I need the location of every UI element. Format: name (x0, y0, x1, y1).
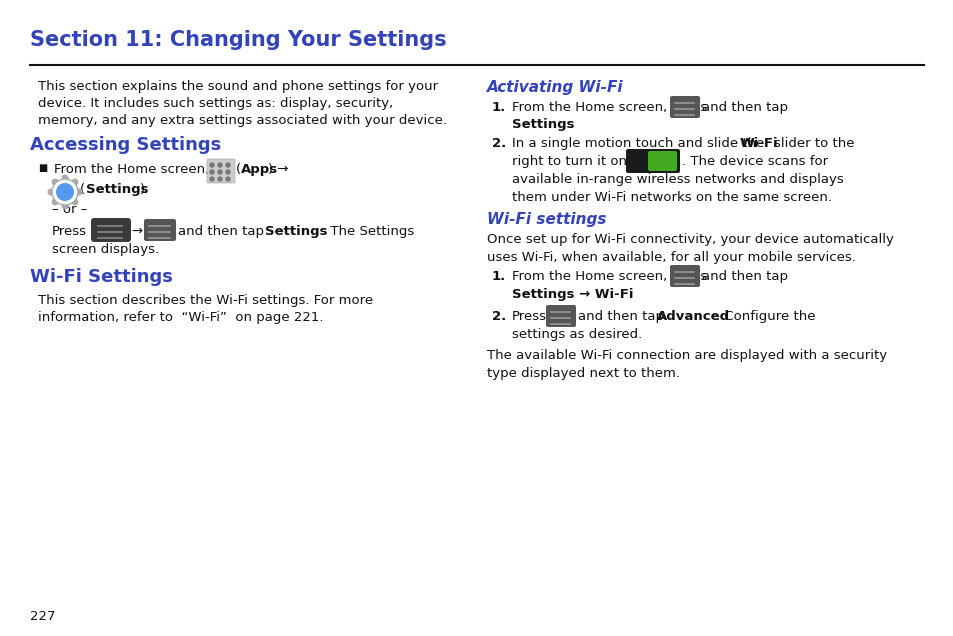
Text: device. It includes such settings as: display, security,: device. It includes such settings as: di… (38, 97, 393, 110)
Text: Settings: Settings (512, 118, 574, 131)
Text: 227: 227 (30, 610, 55, 623)
Text: settings as desired.: settings as desired. (512, 328, 641, 341)
Text: and then tap: and then tap (578, 310, 663, 323)
Text: 2.: 2. (492, 310, 506, 323)
Text: The available Wi-Fi connection are displayed with a security: The available Wi-Fi connection are displ… (486, 349, 886, 362)
Text: Press: Press (512, 310, 546, 323)
Text: From the Home screen, press: From the Home screen, press (512, 101, 706, 114)
Text: – or –: – or – (52, 203, 88, 216)
Text: Accessing Settings: Accessing Settings (30, 136, 221, 154)
Text: .: . (569, 118, 574, 131)
Text: .: . (609, 288, 614, 301)
Text: type displayed next to them.: type displayed next to them. (486, 367, 679, 380)
Text: This section explains the sound and phone settings for your: This section explains the sound and phon… (38, 80, 437, 93)
Circle shape (52, 179, 78, 205)
Text: Wi-Fi Settings: Wi-Fi Settings (30, 268, 172, 286)
Text: Section 11: Changing Your Settings: Section 11: Changing Your Settings (30, 30, 446, 50)
Text: and then tap: and then tap (701, 270, 787, 283)
Text: . The device scans for: . The device scans for (681, 155, 827, 168)
Text: slider to the: slider to the (773, 137, 854, 150)
Text: →: → (131, 225, 142, 238)
Circle shape (226, 177, 230, 181)
Circle shape (218, 170, 222, 174)
Text: (: ( (80, 183, 85, 196)
Text: ■: ■ (38, 163, 48, 173)
Text: ON: ON (651, 155, 667, 165)
FancyBboxPatch shape (625, 149, 679, 173)
FancyBboxPatch shape (144, 219, 175, 241)
Circle shape (56, 183, 74, 201)
Circle shape (61, 174, 69, 181)
Circle shape (210, 177, 213, 181)
Text: Settings: Settings (86, 183, 149, 196)
Circle shape (210, 163, 213, 167)
Circle shape (218, 163, 222, 167)
Text: . The Settings: . The Settings (322, 225, 414, 238)
Text: Settings: Settings (265, 225, 327, 238)
Text: memory, and any extra settings associated with your device.: memory, and any extra settings associate… (38, 114, 447, 127)
Text: uses Wi-Fi, when available, for all your mobile services.: uses Wi-Fi, when available, for all your… (486, 251, 855, 264)
Circle shape (226, 163, 230, 167)
Circle shape (226, 170, 230, 174)
Text: In a single motion touch and slide the: In a single motion touch and slide the (512, 137, 763, 150)
FancyBboxPatch shape (669, 265, 700, 287)
Text: Activating Wi-Fi: Activating Wi-Fi (486, 80, 623, 95)
Circle shape (75, 188, 82, 195)
Text: available in-range wireless networks and displays: available in-range wireless networks and… (512, 173, 842, 186)
Text: screen displays.: screen displays. (52, 243, 159, 256)
Text: them under Wi-Fi networks on the same screen.: them under Wi-Fi networks on the same sc… (512, 191, 831, 204)
Text: Settings → Wi-Fi: Settings → Wi-Fi (512, 288, 633, 301)
Text: Press: Press (52, 225, 87, 238)
Text: Wi-Fi settings: Wi-Fi settings (486, 212, 606, 227)
Circle shape (210, 170, 213, 174)
Circle shape (71, 179, 78, 186)
Text: Once set up for Wi-Fi connectivity, your device automatically: Once set up for Wi-Fi connectivity, your… (486, 233, 893, 246)
FancyBboxPatch shape (669, 96, 700, 118)
Text: and then tap: and then tap (178, 225, 264, 238)
Text: Advanced: Advanced (657, 310, 729, 323)
Text: From the Home screen, tap: From the Home screen, tap (54, 163, 235, 176)
FancyBboxPatch shape (647, 151, 677, 171)
Circle shape (218, 177, 222, 181)
Text: right to turn it on: right to turn it on (512, 155, 626, 168)
Circle shape (51, 179, 58, 186)
Text: Wi-Fi: Wi-Fi (740, 137, 778, 150)
Circle shape (48, 188, 54, 195)
Text: ) →: ) → (268, 163, 288, 176)
FancyBboxPatch shape (545, 305, 576, 327)
Text: and then tap: and then tap (701, 101, 787, 114)
Circle shape (51, 198, 58, 205)
Text: ).: ). (140, 183, 149, 196)
FancyBboxPatch shape (207, 159, 234, 183)
Text: (: ( (235, 163, 241, 176)
Circle shape (61, 202, 69, 209)
Text: 1.: 1. (492, 270, 506, 283)
Text: information, refer to  “Wi-Fi”  on page 221.: information, refer to “Wi-Fi” on page 22… (38, 311, 323, 324)
FancyBboxPatch shape (91, 218, 131, 242)
Text: From the Home screen, press: From the Home screen, press (512, 270, 706, 283)
Text: This section describes the Wi-Fi settings. For more: This section describes the Wi-Fi setting… (38, 294, 373, 307)
Text: 1.: 1. (492, 101, 506, 114)
Text: Apps: Apps (241, 163, 278, 176)
Text: 2.: 2. (492, 137, 506, 150)
Text: . Configure the: . Configure the (716, 310, 815, 323)
Circle shape (71, 198, 78, 205)
